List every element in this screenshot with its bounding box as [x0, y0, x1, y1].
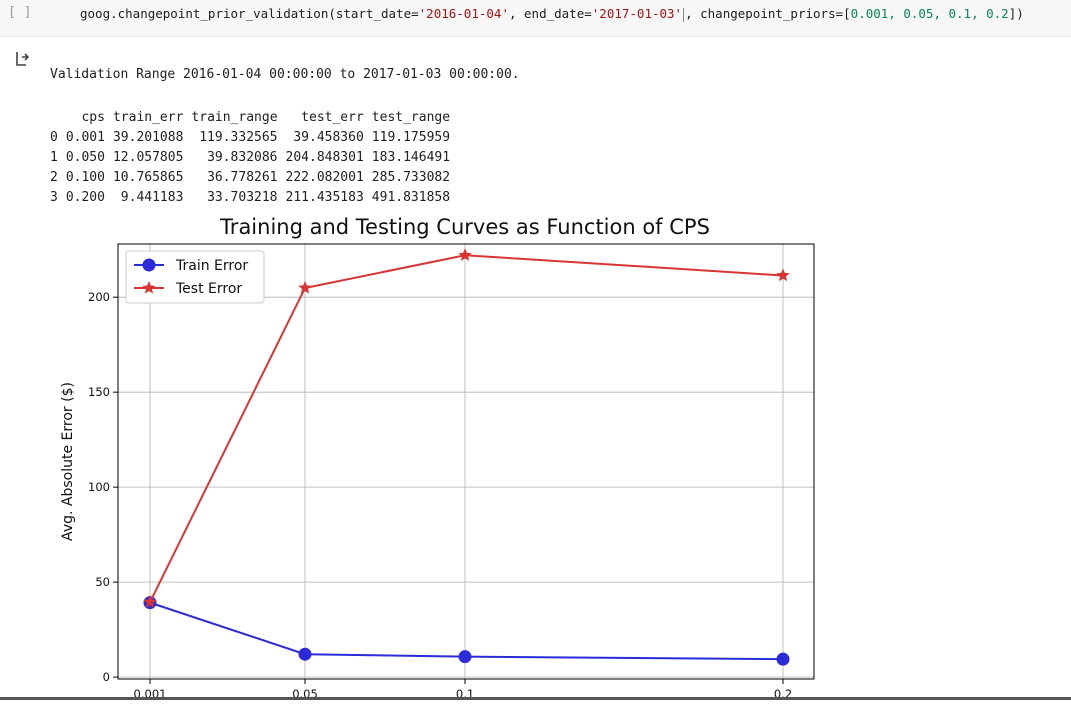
- table-cell: 0.050: [62, 147, 109, 167]
- table-row: 2 0.100 10.765865 36.778261 222.082001 285.73…: [46, 167, 454, 187]
- plot-area-frame: [118, 244, 814, 679]
- cps-error-chart: Training and Testing Curves as Function …: [0, 205, 1071, 700]
- legend-label: Test Error: [175, 281, 242, 297]
- dataframe-header-row: cps train_err train_range test_err test_rang…: [46, 107, 454, 127]
- text-cursor: [683, 8, 684, 22]
- table-cell: 12.057805: [109, 147, 187, 167]
- table-cell: 33.703218: [187, 187, 281, 207]
- table-cell: 0.200: [62, 187, 109, 207]
- priors-list: 0.001, 0.05, 0.1, 0.2: [851, 6, 1009, 21]
- table-cell: 39.201088: [109, 127, 187, 147]
- train-error-point: [777, 653, 790, 666]
- code-suffix: ]): [1009, 6, 1024, 21]
- table-cell: 36.778261: [187, 167, 281, 187]
- table-cell: 9.441183: [109, 187, 187, 207]
- code-editor[interactable]: goog.changepoint_prior_validation(start_…: [80, 6, 1024, 22]
- dataframe-body: 0 0.001 39.201088 119.332565 39.458360 119.17…: [46, 127, 454, 207]
- column-header: train_range: [187, 107, 281, 127]
- y-tick-label: 200: [88, 290, 110, 304]
- table-cell: 0.001: [62, 127, 109, 147]
- series-line-test-error: [150, 255, 783, 602]
- start-date-string: '2016-01-04': [419, 6, 509, 21]
- table-cell: 119.175959: [368, 127, 454, 147]
- legend-label: Train Error: [175, 258, 248, 274]
- table-cell: 39.832086: [187, 147, 281, 167]
- y-tick-label: 50: [95, 575, 110, 589]
- column-header: train_err: [109, 107, 187, 127]
- y-tick-label: 0: [103, 670, 110, 684]
- train-error-point: [459, 650, 472, 663]
- code-mid2: , changepoint_priors=[: [685, 6, 851, 21]
- y-tick-label: 150: [88, 385, 110, 399]
- table-cell: 119.332565: [187, 127, 281, 147]
- table-cell: 491.831858: [368, 187, 454, 207]
- chart-title: Training and Testing Curves as Function …: [219, 215, 710, 239]
- table-cell: 183.146491: [368, 147, 454, 167]
- results-dataframe: cps train_err train_range test_err test_rang…: [46, 107, 454, 207]
- legend-marker-circle: [143, 259, 156, 272]
- table-cell: 211.435183: [282, 187, 368, 207]
- code-prefix: goog.changepoint_prior_validation(start_…: [80, 6, 419, 21]
- y-axis-label: Avg. Absolute Error ($): [60, 382, 76, 541]
- validation-range-text: Validation Range 2016-01-04 00:00:00 to …: [50, 67, 520, 82]
- table-cell: 222.082001: [282, 167, 368, 187]
- table-cell: 39.458360: [282, 127, 368, 147]
- run-cell-button[interactable]: [ ]: [8, 5, 31, 20]
- train-error-point: [299, 648, 312, 661]
- column-header: cps: [62, 107, 109, 127]
- table-cell: 285.733082: [368, 167, 454, 187]
- table-row: 1 0.050 12.057805 39.832086 204.848301 183.14…: [46, 147, 454, 167]
- y-tick-label: 100: [88, 480, 110, 494]
- column-header: test_err: [282, 107, 368, 127]
- row-index: 0: [46, 127, 62, 147]
- table-row: 3 0.200 9.441183 33.703218 211.435183 491.831…: [46, 187, 454, 207]
- table-row: 0 0.001 39.201088 119.332565 39.458360 119.17…: [46, 127, 454, 147]
- code-mid: , end_date=: [509, 6, 592, 21]
- row-index: 3: [46, 187, 62, 207]
- output-arrow-icon[interactable]: [14, 50, 32, 68]
- table-cell: 10.765865: [109, 167, 187, 187]
- row-index: 2: [46, 167, 62, 187]
- code-cell-input[interactable]: [ ] goog.changepoint_prior_validation(st…: [0, 0, 1071, 37]
- row-index: 1: [46, 147, 62, 167]
- column-header: test_range: [368, 107, 454, 127]
- column-header: [46, 107, 62, 127]
- chart-container: Training and Testing Curves as Function …: [0, 205, 1071, 700]
- table-cell: 204.848301: [282, 147, 368, 167]
- table-cell: 0.100: [62, 167, 109, 187]
- end-date-string: '2017-01-03': [592, 6, 682, 21]
